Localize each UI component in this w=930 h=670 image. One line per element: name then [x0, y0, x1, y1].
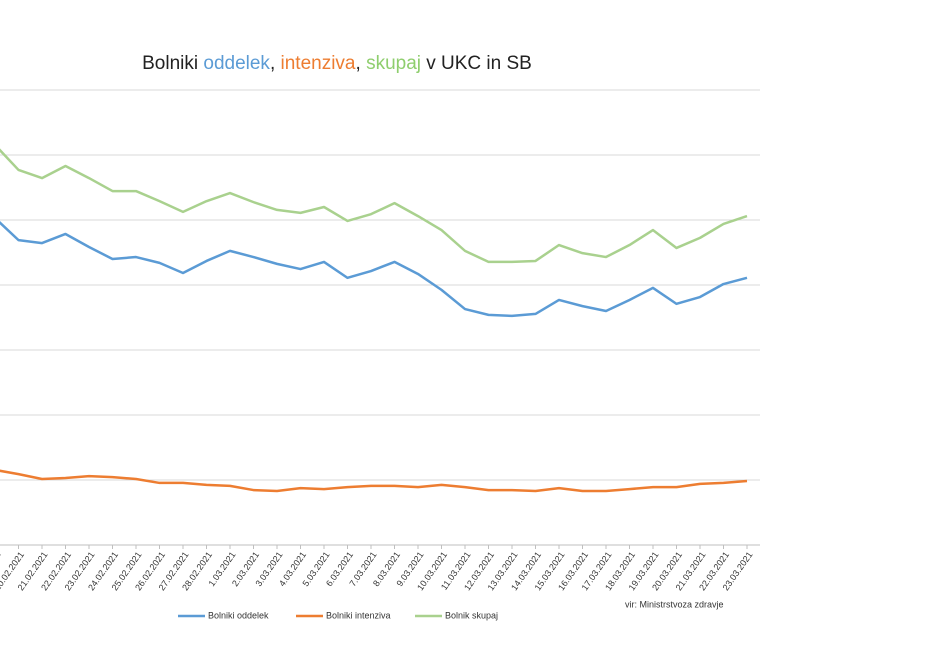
legend-label: Bolniki oddelek [208, 610, 269, 620]
series-line [0, 469, 748, 493]
title-part: intenziva [281, 53, 356, 74]
legend-label: Bolnik skupaj [445, 610, 498, 620]
series-line [0, 148, 748, 264]
series-line [0, 221, 748, 318]
legend-label: Bolniki intenziva [326, 610, 391, 620]
chart-title: Bolniki oddelek, intenziva, skupaj v UKC… [142, 53, 532, 74]
title-part: , [270, 53, 281, 74]
title-part: oddelek [203, 53, 270, 74]
title-part: v UKC in SB [421, 53, 532, 74]
source-note: vir: Ministrstvoza zdravje [625, 599, 724, 609]
title-part: skupaj [366, 53, 421, 74]
title-part: Bolniki [142, 53, 203, 74]
title-part: , [356, 53, 367, 74]
